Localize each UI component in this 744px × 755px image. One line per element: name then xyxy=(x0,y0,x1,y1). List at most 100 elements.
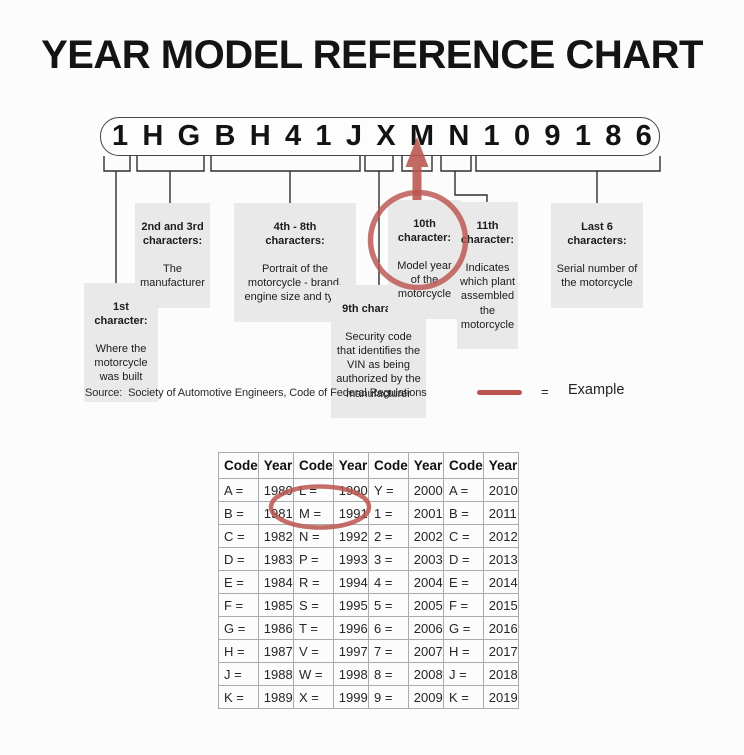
table-header-cell: Code xyxy=(218,452,259,479)
table-cell: P = xyxy=(293,547,334,571)
table-cell: 1993 xyxy=(332,547,370,571)
legend-example-label: Example xyxy=(568,382,625,398)
vin-character: J xyxy=(345,120,362,152)
table-cell: 2009 xyxy=(407,685,445,709)
bracket-2nd-3rd-characters xyxy=(136,156,205,203)
table-cell: C = xyxy=(443,524,484,548)
vin-character: N xyxy=(448,120,470,152)
table-cell: 1982 xyxy=(257,524,295,548)
table-cell: 2002 xyxy=(407,524,445,548)
label-heading: 2nd and 3rd characters: xyxy=(141,221,204,248)
label-heading: 10th character: xyxy=(397,218,452,245)
table-header-cell: Code xyxy=(293,452,334,479)
table-cell: 5 = xyxy=(368,593,409,617)
table-cell: T = xyxy=(293,616,334,640)
table-cell: 1984 xyxy=(257,570,295,594)
table-cell: 1989 xyxy=(257,685,295,709)
table-row: D = 1983 P = 1993 3 = 2003 D = 2013 xyxy=(218,547,520,571)
table-cell: 2010 xyxy=(482,478,520,502)
vin-character: 1 xyxy=(315,120,332,152)
table-cell: 2013 xyxy=(482,547,520,571)
bracket-4th-8th-characters xyxy=(210,156,361,203)
label-heading: 11th character: xyxy=(460,220,515,247)
table-cell: 2018 xyxy=(482,662,520,686)
example-circle-shape xyxy=(367,189,469,291)
table-cell: V = xyxy=(293,639,334,663)
table-cell: 7 = xyxy=(368,639,409,663)
vin-character: 1 xyxy=(574,120,591,152)
table-cell: 2003 xyxy=(407,547,445,571)
table-cell: 2015 xyxy=(482,593,520,617)
table-cell: 2011 xyxy=(482,501,520,525)
table-cell: A = xyxy=(443,478,484,502)
label-heading: Last 6 characters: xyxy=(567,221,627,248)
table-row: A = 1980 L = 1990 Y = 2000 A = 2010 xyxy=(218,478,520,502)
table-cell: E = xyxy=(443,570,484,594)
table-cell: 1996 xyxy=(332,616,370,640)
table-cell: 2012 xyxy=(482,524,520,548)
table-cell: 2000 xyxy=(407,478,445,502)
table-cell: 6 = xyxy=(368,616,409,640)
table-cell: D = xyxy=(218,547,259,571)
vin-character: 1 xyxy=(112,120,129,152)
table-cell: 1987 xyxy=(257,639,295,663)
table-cell: 1994 xyxy=(332,570,370,594)
label-body: Model year of the motorcycle xyxy=(397,260,452,301)
table-cell: 1986 xyxy=(257,616,295,640)
table-cell: 2004 xyxy=(407,570,445,594)
table-cell: J = xyxy=(218,662,259,686)
table-cell: 2006 xyxy=(407,616,445,640)
table-cell: H = xyxy=(443,639,484,663)
table-row: H = 1987 V = 1997 7 = 2007 H = 2017 xyxy=(218,639,520,663)
example-table-ellipse-shape xyxy=(268,484,372,530)
table-cell: 1995 xyxy=(332,593,370,617)
table-cell: 1997 xyxy=(332,639,370,663)
table-cell: 1 = xyxy=(368,501,409,525)
table-cell: 1998 xyxy=(332,662,370,686)
table-cell: G = xyxy=(443,616,484,640)
label-body: Indicates which plant assembled the moto… xyxy=(459,262,516,331)
table-cell: R = xyxy=(293,570,334,594)
table-cell: 2014 xyxy=(482,570,520,594)
table-cell: W = xyxy=(293,662,334,686)
table-cell: X = xyxy=(293,685,334,709)
table-cell: F = xyxy=(218,593,259,617)
table-cell: 8 = xyxy=(368,662,409,686)
vin-character: G xyxy=(177,120,201,152)
label-body: Security code that identifies the VIN as… xyxy=(336,331,421,400)
table-cell: J = xyxy=(443,662,484,686)
table-cell: B = xyxy=(218,501,259,525)
table-cell: 2007 xyxy=(407,639,445,663)
table-cell: 1985 xyxy=(257,593,295,617)
table-row: J = 1988 W = 1998 8 = 2008 J = 2018 xyxy=(218,662,520,686)
table-header-cell: Code xyxy=(368,452,409,479)
table-cell: 2008 xyxy=(407,662,445,686)
label-heading: 4th - 8th characters: xyxy=(265,221,325,248)
table-row: F = 1985 S = 1995 5 = 2005 F = 2015 xyxy=(218,593,520,617)
table-row: C = 1982 N = 1992 2 = 2002 C = 2012 xyxy=(218,524,520,548)
table-header-cell: Year xyxy=(257,452,295,479)
connector-lines xyxy=(103,156,661,285)
table-cell: 4 = xyxy=(368,570,409,594)
table-cell: K = xyxy=(443,685,484,709)
example-table-ellipse-icon xyxy=(268,484,372,530)
table-cell: 2001 xyxy=(407,501,445,525)
table-cell: H = xyxy=(218,639,259,663)
bracket-last-6-characters xyxy=(475,156,661,203)
label-body: Where the motorcycle was built xyxy=(94,343,148,384)
example-circle-icon xyxy=(367,189,469,291)
table-row: K = 1989 X = 1999 9 = 2009 K = 2019 xyxy=(218,685,520,709)
table-header-cell: Code xyxy=(443,452,484,479)
label-1st-character: 1st character: Where the motorcycle was … xyxy=(84,283,158,402)
vin-character: 0 xyxy=(513,120,531,152)
page-title: YEAR MODEL REFERENCE CHART xyxy=(41,33,703,77)
table-header-cell: Year xyxy=(482,452,520,479)
label-10th-character: 10th character: Model year of the motorc… xyxy=(388,200,461,319)
table-cell: A = xyxy=(218,478,259,502)
table-cell: 3 = xyxy=(368,547,409,571)
table-cell: F = xyxy=(443,593,484,617)
label-11th-character: 11th character: Indicates which plant as… xyxy=(457,202,518,349)
vin-character: H xyxy=(249,120,271,152)
